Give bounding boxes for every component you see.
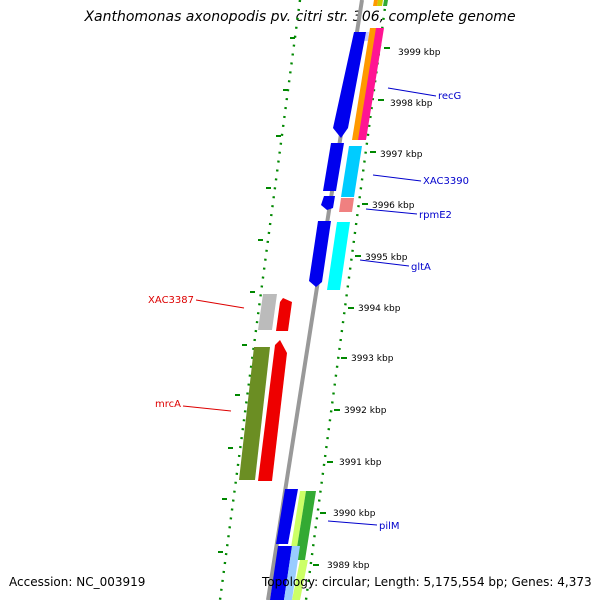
gene-labels: recG XAC3390 rpmE2 gltA pilM XAC3387 mrc… [148, 91, 469, 532]
tick-label-3998: 3998 kbp [390, 99, 433, 109]
left-guide-dashes [218, 37, 295, 553]
accession-text: Accession: NC_003919 [9, 575, 146, 589]
gene-label-recG[interactable]: recG [438, 91, 461, 102]
feature-pilM-blue-lower [270, 546, 292, 600]
feature-pilM-lightblue [284, 546, 300, 600]
tick-label-3997: 3997 kbp [380, 150, 423, 160]
feature-recG-yellow [377, 0, 383, 6]
tick-label-3999: 3999 kbp [398, 48, 441, 58]
feature-mrcA-olive [239, 347, 270, 480]
feature-recG-pink [358, 28, 384, 140]
feature-XAC3387-grey [258, 294, 277, 330]
feature-pilM-yellowgreen-lower [292, 560, 308, 600]
map-title: Xanthomonas axonopodis pv. citri str. 30… [84, 9, 516, 25]
feature-XAC3387-red [276, 298, 292, 331]
tick-label-3989: 3989 kbp [327, 561, 370, 571]
feature-XAC3387-group[interactable] [258, 294, 292, 331]
gene-label-XAC3387[interactable]: XAC3387 [148, 295, 194, 306]
feature-gltA-group[interactable] [309, 221, 350, 290]
gene-label-rpmE2[interactable]: rpmE2 [419, 210, 452, 221]
feature-recG-group[interactable] [333, 0, 388, 140]
gene-label-mrcA[interactable]: mrcA [155, 399, 181, 410]
feature-XAC3390-blue [323, 143, 344, 191]
tick-label-3991: 3991 kbp [339, 458, 382, 468]
gene-label-pilM[interactable]: pilM [379, 521, 400, 532]
tick-label-3992: 3992 kbp [344, 406, 387, 416]
feature-recG-gene [333, 32, 366, 138]
feature-pilM-blue [276, 489, 298, 544]
feature-recG-orange-top [373, 0, 378, 6]
feature-pilM-group[interactable] [270, 489, 316, 600]
feature-pilM-yellowgreen [289, 491, 306, 560]
outer-dotted-guide-left [218, 0, 302, 600]
feature-mrcA-group[interactable] [239, 340, 287, 481]
label-connectors [182, 87, 437, 526]
tick-label-3996: 3996 kbp [372, 201, 415, 211]
tick-marks [313, 47, 390, 566]
feature-XAC3390-cyan [341, 146, 362, 197]
feature-gltA-cyan [327, 222, 350, 290]
feature-pilM-green [295, 491, 316, 560]
feature-recG-green [383, 0, 388, 6]
tick-label-3990: 3990 kbp [333, 509, 376, 519]
gene-label-XAC3390[interactable]: XAC3390 [423, 176, 469, 187]
genome-summary-text: Topology: circular; Length: 5,175,554 bp… [262, 575, 592, 589]
feature-rpmE2-group[interactable] [321, 196, 354, 212]
tick-labels: 3999 kbp 3998 kbp 3997 kbp 3996 kbp 3995… [327, 48, 441, 571]
feature-rpmE2-blue [321, 196, 335, 210]
tick-label-3993: 3993 kbp [351, 354, 394, 364]
feature-XAC3390-group[interactable] [323, 143, 362, 197]
feature-rpmE2-salmon [339, 198, 354, 212]
feature-gltA-blue [309, 221, 331, 287]
tick-label-3995: 3995 kbp [365, 253, 408, 263]
outer-dotted-guide-right [304, 0, 388, 600]
gene-label-gltA[interactable]: gltA [411, 262, 431, 273]
tick-label-3994: 3994 kbp [358, 304, 401, 314]
feature-mrcA-red [258, 340, 287, 481]
